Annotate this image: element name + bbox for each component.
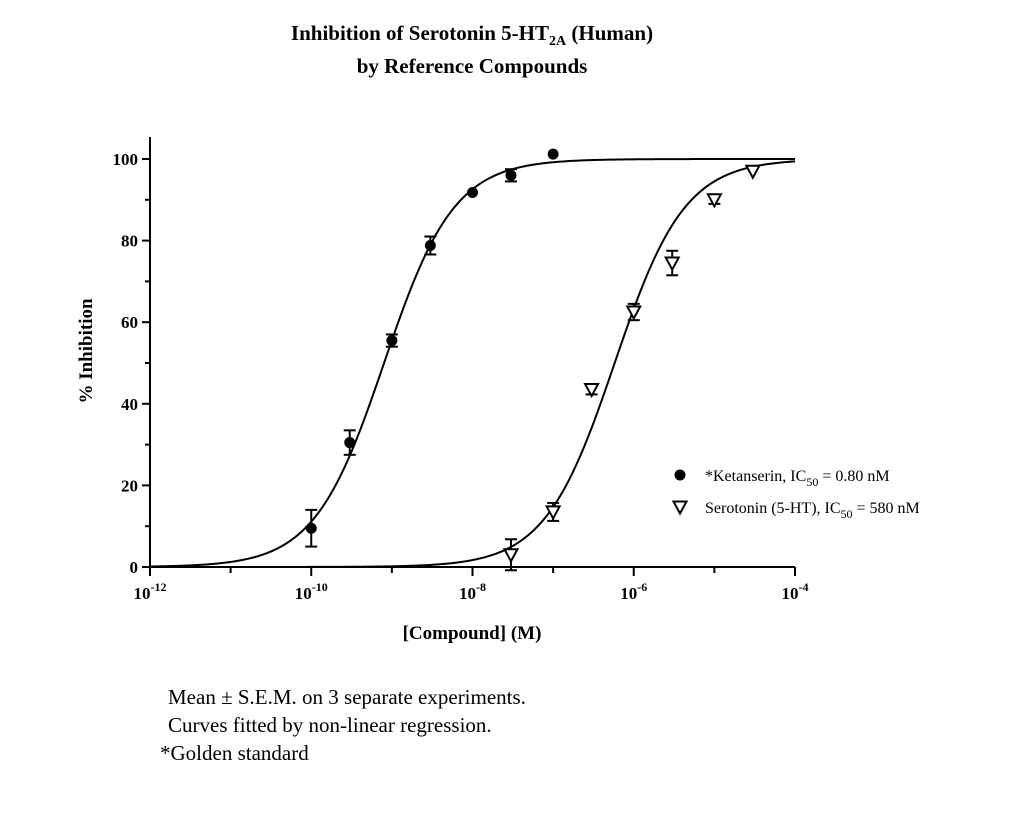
data-point-series-2 [744,164,762,180]
chart-title-text: Inhibition of Serotonin 5-HT [291,21,549,45]
chart-title-line2: by Reference Compounds [357,54,588,78]
y-tick-label: 80 [121,232,138,251]
x-tick-label: 10-10 [295,580,328,603]
y-tick-label: 100 [113,150,139,169]
legend-label-2: Serotonin (5-HT), IC50 = 580 nM [705,500,920,521]
legend-label-1: *Ketanserin, IC50 = 0.80 nM [705,468,890,489]
y-tick-label: 20 [121,476,138,495]
axes: 0 20 40 60 80 100 10-12 10-10 10-8 10-6 10-4 [113,137,809,603]
data-points [305,148,762,572]
data-point-series-1 [547,148,559,160]
x-tick-label: 10-8 [459,580,486,603]
chart-notes: Mean ± S.E.M. on 3 separate experiments.… [160,683,526,767]
data-point-series-2 [544,505,562,521]
note-line-2: Curves fitted by non-linear regression. [168,713,492,737]
x-tick-label: 10-6 [620,580,647,603]
note-line-1: Mean ± S.E.M. on 3 separate experiments. [168,685,526,709]
data-point-series-2 [625,305,642,321]
y-tick-label: 0 [130,558,139,577]
data-point-series-2 [706,193,723,209]
legend: *Ketanserin, IC50 = 0.80 nM Serotonin (5-… [671,468,920,521]
chart-title-suffix: (Human) [566,21,653,45]
chart-title-line1: Inhibition of Serotonin 5-HT2A (Human) [291,21,653,49]
legend-marker-1 [674,469,686,481]
y-tick-label: 60 [121,313,138,332]
data-point-series-2 [583,383,600,399]
y-axis-label: % Inhibition [76,298,97,404]
data-point-series-1 [344,437,356,449]
fitted-curves [149,158,796,568]
y-tick-label: 40 [121,395,138,414]
x-axis-label: [Compound] (M) [403,623,542,644]
data-point-series-1 [505,169,517,181]
x-tick-label: 10-4 [782,580,809,603]
legend-marker-2 [671,500,689,516]
fit-curve-2 [150,160,796,568]
x-tick-label: 10-12 [134,580,167,603]
data-point-series-2 [502,548,520,564]
data-point-series-1 [305,522,317,534]
chart-title-subscript: 2A [549,34,567,49]
data-point-series-2 [664,256,681,272]
note-line-3: *Golden standard [160,741,309,765]
fit-curve-1 [149,158,795,568]
data-point-series-1 [467,186,478,198]
data-point-series-1 [386,335,398,347]
data-point-series-1 [424,239,436,251]
